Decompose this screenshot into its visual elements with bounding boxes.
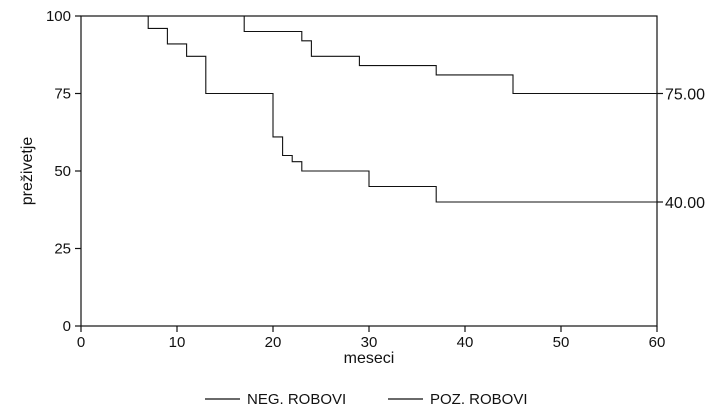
x-tick-label: 50 (553, 334, 570, 351)
y-axis: 0 25 50 75 100 (46, 8, 81, 335)
legend-label-poz: POZ. ROBOVI (430, 391, 528, 408)
x-tick-label: 60 (649, 334, 666, 351)
x-tick-label: 20 (265, 334, 282, 351)
y-axis-label: preživetje (19, 137, 36, 206)
legend-label-neg: NEG. ROBOVI (247, 391, 346, 408)
x-tick-label: 0 (77, 334, 85, 351)
legend: NEG. ROBOVI POZ. ROBOVI (205, 391, 528, 408)
end-value-label-poz: 40.00 (665, 195, 705, 212)
series-line-neg (81, 15, 657, 95)
x-tick-label: 40 (457, 334, 474, 351)
y-tick-label: 75 (54, 86, 71, 103)
y-tick-label: 25 (54, 241, 71, 258)
end-value-label-neg: 75.00 (665, 87, 705, 104)
series-layer (81, 15, 657, 203)
y-tick-label: 50 (54, 163, 71, 180)
x-axis-label: meseci (344, 350, 395, 367)
x-axis: 0 10 20 30 40 50 60 (77, 326, 666, 351)
end-labels: 75.00 40.00 (657, 87, 705, 212)
y-tick-label: 0 (63, 318, 71, 335)
x-tick-label: 10 (169, 334, 186, 351)
y-tick-label: 100 (46, 8, 71, 25)
series-line-poz (81, 15, 657, 203)
x-tick-label: 30 (361, 334, 378, 351)
